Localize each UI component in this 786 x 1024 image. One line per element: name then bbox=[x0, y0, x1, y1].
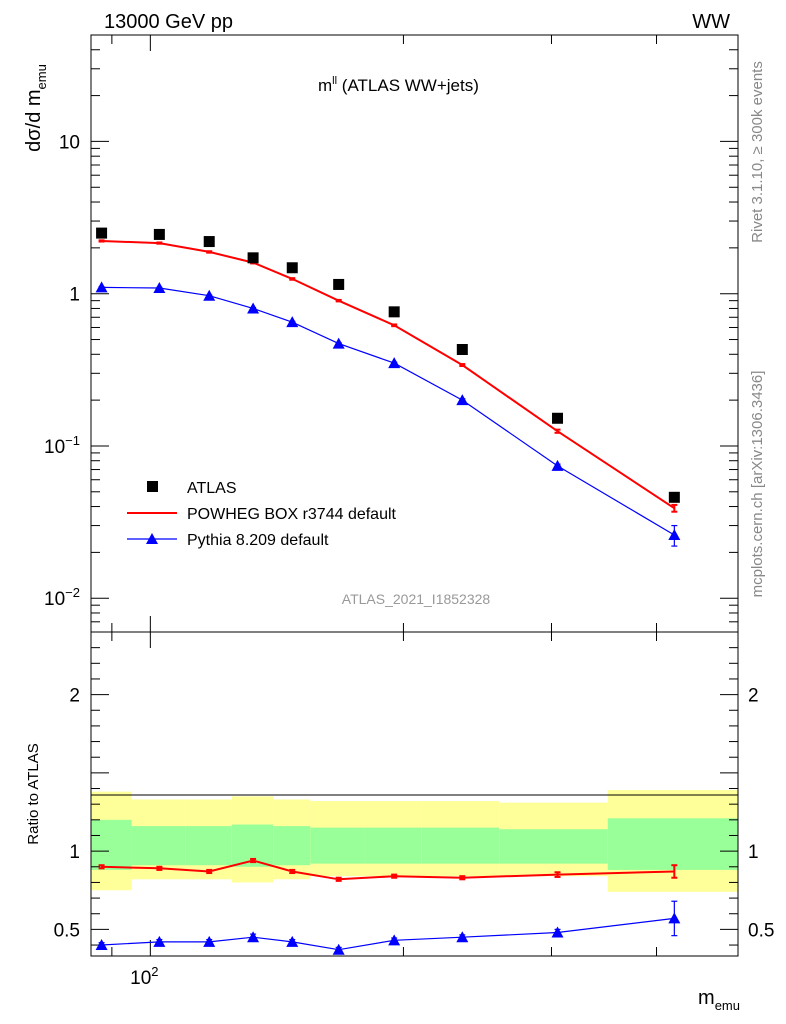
pythia-ratio-point bbox=[388, 934, 401, 946]
pythia-ratio-point bbox=[153, 935, 166, 947]
pythia-ratio-point bbox=[95, 939, 108, 951]
ratio-band-inner bbox=[607, 818, 738, 870]
pythia-ratio-line bbox=[101, 917, 675, 951]
atlas-point bbox=[247, 252, 259, 264]
pythia-ratio-point bbox=[286, 935, 299, 947]
ratio-y-tick-label-left: 0.5 bbox=[54, 920, 80, 941]
x-axis-label: memu bbox=[698, 987, 740, 1013]
legend-item-pythia: Pythia 8.209 default bbox=[127, 532, 329, 549]
pythia-point bbox=[456, 394, 469, 406]
atlas-point bbox=[552, 412, 564, 424]
pythia-ratio-point bbox=[332, 943, 345, 955]
main-panel: 10 1 10−1 10−2 mll (ATLAS WW+jets) dσ/d mem… bbox=[23, 34, 739, 633]
pythia-point bbox=[153, 281, 166, 293]
ratio-band-inner bbox=[310, 827, 365, 864]
ratio-y-tick-label-right: 0.5 bbox=[748, 920, 774, 941]
x-tick-label: 102 bbox=[130, 964, 158, 989]
atlas-point bbox=[153, 228, 165, 240]
legend-marker-atlas bbox=[147, 481, 158, 492]
mcplots-label: mcplots.cern.ch [arXiv:1306.3436] bbox=[749, 371, 766, 598]
pythia-line bbox=[101, 286, 675, 536]
main-y-tick-label: 1 bbox=[69, 285, 80, 306]
atlas-point bbox=[668, 491, 680, 503]
ratio-band-inner bbox=[421, 827, 500, 864]
main-y-axis-label: dσ/d memu bbox=[23, 64, 49, 152]
plot-title: mll (ATLAS WW+jets) bbox=[318, 75, 479, 95]
legend: ATLAS POWHEG BOX r3744 default Pythia 8.… bbox=[127, 480, 397, 549]
atlas-point bbox=[203, 236, 215, 248]
ratio-band-inner bbox=[131, 826, 186, 866]
ratio-band-inner bbox=[273, 826, 311, 866]
analysis-watermark: ATLAS_2021_I1852328 bbox=[342, 591, 491, 607]
pythia-point bbox=[203, 289, 216, 301]
pythia-point bbox=[551, 459, 564, 471]
atlas-point bbox=[388, 306, 400, 318]
pythia-point bbox=[388, 357, 401, 369]
pythia-ratio-point bbox=[203, 935, 216, 947]
header-process: 13000 GeV pp bbox=[104, 11, 233, 33]
ratio-band-inner bbox=[185, 826, 232, 866]
ratio-y-axis-label: Ratio to ATLAS bbox=[25, 743, 42, 844]
powheg-ratio-line bbox=[101, 859, 675, 881]
legend-item-powheg: POWHEG BOX r3744 default bbox=[127, 506, 397, 523]
ratio-panel: 102 2 2 1 1 0.5 0.5 Ratio to ATLAS memu bbox=[25, 631, 774, 1013]
legend-label-atlas: ATLAS bbox=[187, 480, 237, 497]
pythia-point bbox=[247, 302, 260, 314]
ratio-band-inner bbox=[364, 827, 422, 864]
legend-label-powheg: POWHEG BOX r3744 default bbox=[187, 506, 397, 523]
ratio-y-tick-label-left: 2 bbox=[69, 686, 80, 707]
ratio-y-tick-label-right: 1 bbox=[748, 842, 759, 863]
atlas-point bbox=[333, 278, 345, 290]
pythia-ratio-point bbox=[668, 912, 681, 924]
powheg-line bbox=[101, 240, 675, 510]
ratio-y-tick-label-right: 2 bbox=[748, 686, 759, 707]
main-y-tick-label: 10 bbox=[59, 132, 80, 153]
atlas-point bbox=[96, 227, 108, 239]
header-channel: WW bbox=[692, 11, 730, 33]
atlas-point bbox=[456, 344, 468, 356]
pythia-ratio-point bbox=[456, 931, 469, 943]
pythia-point bbox=[286, 316, 299, 328]
ratio-bands bbox=[91, 790, 738, 892]
main-y-tick-label: 10−2 bbox=[44, 585, 80, 610]
pythia-ratio-point bbox=[551, 926, 564, 938]
ratio-panel-series bbox=[95, 857, 681, 955]
main-y-tick-label: 10−1 bbox=[44, 433, 80, 458]
ratio-band-inner bbox=[91, 819, 132, 870]
pythia-point bbox=[668, 529, 681, 541]
main-panel-series bbox=[95, 227, 681, 547]
pythia-point bbox=[95, 281, 108, 293]
rivet-version-label: Rivet 3.1.10, ≥ 300k events bbox=[749, 61, 766, 243]
legend-marker-pythia bbox=[146, 533, 158, 544]
pythia-point bbox=[332, 337, 345, 349]
legend-item-atlas: ATLAS bbox=[147, 480, 237, 497]
ratio-band-inner bbox=[499, 829, 608, 864]
ratio-y-tick-label-left: 1 bbox=[69, 842, 80, 863]
ratio-panel-frame bbox=[90, 631, 739, 957]
legend-label-pythia: Pythia 8.209 default bbox=[187, 532, 329, 549]
ratio-panel-axes: 102 2 2 1 1 0.5 0.5 bbox=[54, 632, 774, 989]
pythia-ratio-point bbox=[247, 931, 260, 943]
atlas-point bbox=[286, 262, 298, 274]
